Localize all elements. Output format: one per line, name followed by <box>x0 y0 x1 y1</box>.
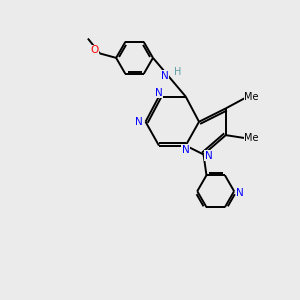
Text: Me: Me <box>244 133 259 143</box>
Text: Me: Me <box>244 92 259 101</box>
Text: H: H <box>174 67 181 77</box>
Text: N: N <box>205 151 213 161</box>
Text: O: O <box>90 45 98 56</box>
Text: N: N <box>155 88 163 98</box>
Text: N: N <box>182 145 190 155</box>
Text: N: N <box>236 188 244 198</box>
Text: N: N <box>161 71 169 81</box>
Text: N: N <box>135 117 143 127</box>
